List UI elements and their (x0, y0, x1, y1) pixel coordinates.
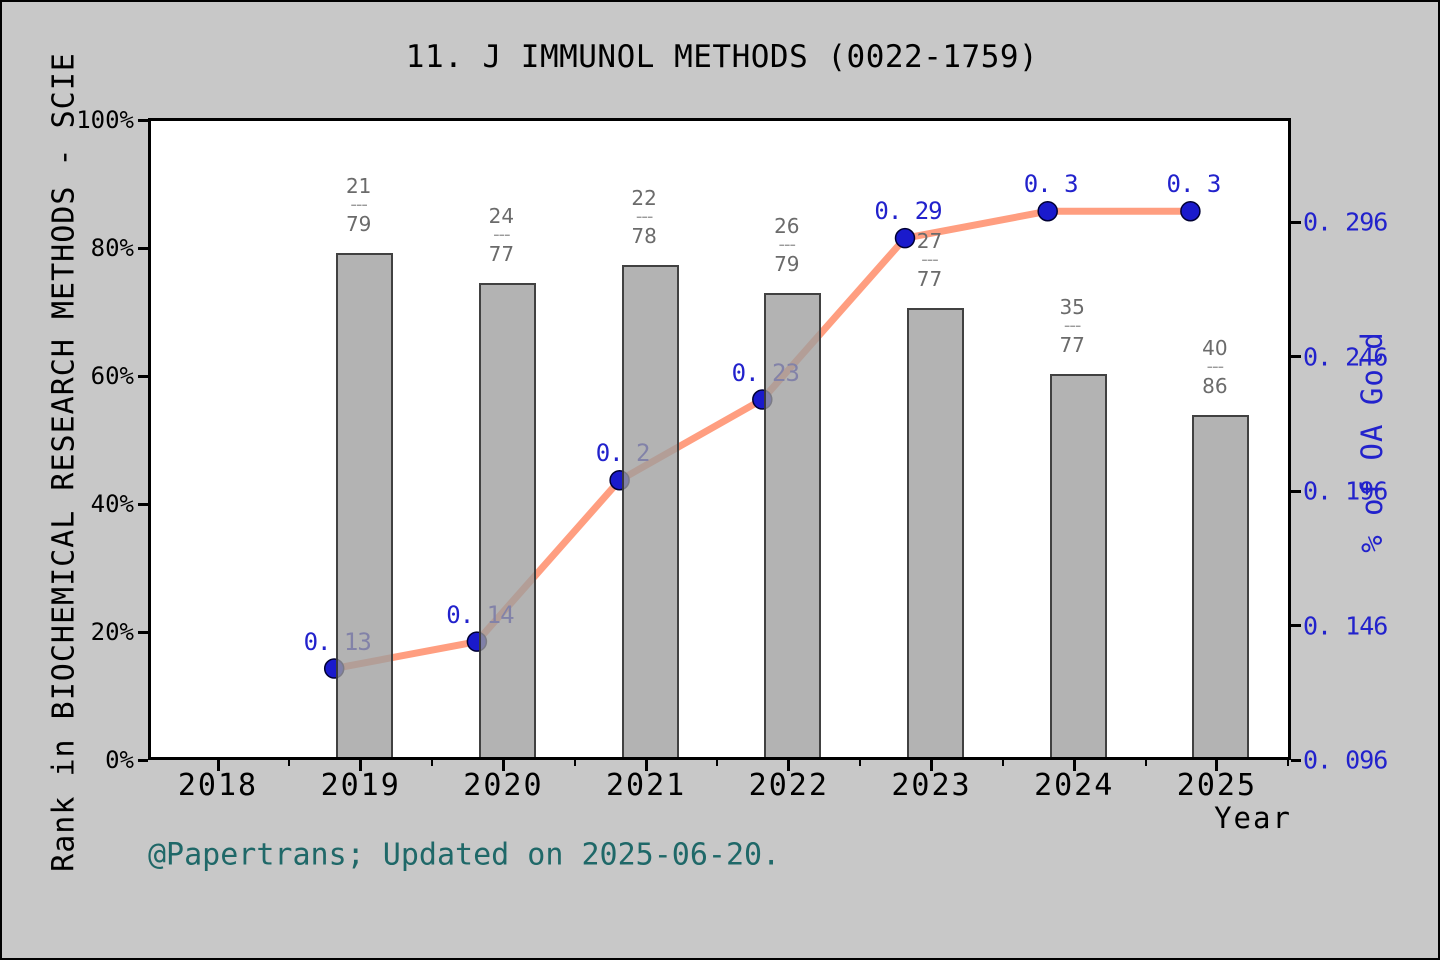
x-axis-major-tick (930, 760, 933, 771)
x-axis-major-tick (1215, 760, 1219, 771)
rank-fraction-label: 26 --- 79 (774, 215, 799, 275)
left-axis-tick (138, 630, 148, 634)
rank-bar-2025 (1192, 415, 1250, 760)
left-axis-tick (138, 758, 148, 762)
rank-fraction-label: 40 --- 86 (1202, 337, 1227, 397)
rank-numerator: 22 (631, 185, 657, 210)
left-axis-tick (138, 502, 148, 506)
x-axis-major-tick (787, 760, 791, 771)
x-axis-minor-tick (716, 760, 719, 766)
x-axis-major-tick (216, 760, 220, 771)
oa-gold-point-label: 0. 29 (874, 197, 942, 226)
right-axis-tick (1291, 220, 1301, 224)
right-axis-tick (1291, 624, 1301, 627)
fraction-divider: --- (635, 205, 654, 227)
rank-denominator: 77 (1059, 333, 1085, 358)
rank-fraction-label: 35 --- 77 (1059, 296, 1084, 356)
rank-bar-2023 (907, 307, 964, 760)
chart-title: 11. J IMMUNOL METHODS (0022-1759) (405, 39, 1039, 75)
x-axis-tick-label: 2023 (891, 768, 972, 803)
attribution-footer: @Papertrans; Updated on 2025-06-20. (148, 837, 781, 873)
plot-area (150, 120, 1291, 760)
rank-denominator: 79 (345, 212, 372, 237)
right-axis-tick (1291, 758, 1301, 762)
left-axis-tick (138, 246, 148, 250)
right-axis-tick-label: 0. 296 (1303, 207, 1388, 237)
x-axis-tick-label: 2020 (463, 768, 544, 803)
oa-gold-point-label: 0. 3 (1023, 170, 1079, 199)
x-axis-major-tick (359, 760, 363, 771)
x-axis-minor-tick (1287, 760, 1290, 766)
rank-denominator: 77 (916, 266, 943, 291)
x-axis-tick-label: 2024 (1034, 768, 1115, 803)
fraction-divider: --- (1206, 356, 1225, 378)
left-axis-tick (138, 118, 148, 122)
x-axis-minor-tick (573, 760, 576, 766)
x-axis-title: Year (1214, 801, 1292, 835)
x-axis-minor-tick (859, 760, 862, 766)
x-axis-minor-tick (431, 760, 434, 766)
right-axis-tick-label: 0. 196 (1303, 476, 1388, 506)
oa-gold-point-label: 0. 3 (1166, 170, 1221, 199)
rank-fraction-label: 22 --- 78 (631, 187, 656, 247)
rank-numerator: 40 (1202, 336, 1228, 361)
left-axis-title: Rank in BIOCHEMICAL RESEARCH METHODS - S… (46, 52, 82, 872)
x-axis-major-tick (644, 760, 648, 771)
rank-denominator: 79 (774, 252, 800, 277)
rank-denominator: 86 (1202, 374, 1228, 399)
left-axis-tick-label: 100% (76, 106, 134, 134)
x-axis-major-tick (1072, 760, 1076, 771)
rank-denominator: 78 (631, 223, 657, 248)
left-axis-tick (138, 374, 148, 378)
fraction-divider: --- (350, 194, 368, 216)
rank-fraction-label: 27 --- 77 (917, 230, 942, 290)
x-axis-minor-tick (1144, 760, 1147, 766)
x-axis-tick-label: 2025 (1176, 768, 1258, 803)
rank-numerator: 21 (345, 174, 372, 199)
right-axis-tick (1291, 489, 1301, 493)
x-axis-tick-label: 2019 (320, 768, 401, 803)
left-axis-tick-label: 40% (90, 490, 134, 518)
rank-bar-2024 (1049, 374, 1107, 760)
right-axis-tick-label: 0. 146 (1303, 611, 1388, 640)
fraction-divider: --- (1063, 315, 1082, 337)
x-axis-tick-label: 2021 (605, 768, 687, 803)
rank-fraction-label: 24 --- 77 (489, 205, 514, 265)
fraction-divider: --- (493, 223, 511, 245)
rank-fraction-label: 21 --- 79 (346, 175, 371, 235)
right-axis-tick-label: 0. 246 (1303, 342, 1388, 371)
x-axis-tick-label: 2018 (177, 768, 259, 803)
left-axis-tick-label: 0% (105, 746, 134, 774)
rank-bar-2020 (478, 282, 536, 760)
rank-bar-2019 (336, 253, 394, 760)
rank-bar-2022 (764, 293, 822, 760)
fraction-divider: --- (778, 234, 797, 256)
fraction-divider: --- (921, 248, 939, 270)
left-axis-tick-label: 60% (90, 362, 134, 390)
x-axis-tick-label: 2022 (748, 768, 829, 803)
left-axis-tick-label: 80% (90, 234, 134, 262)
right-axis-tick-label: 0. 096 (1303, 745, 1388, 775)
x-axis-minor-tick (1001, 760, 1004, 766)
left-axis-tick-label: 20% (90, 618, 134, 646)
x-axis-major-tick (501, 760, 505, 771)
rank-denominator: 77 (488, 241, 515, 266)
right-axis-tick (1291, 355, 1301, 358)
x-axis-minor-tick (288, 760, 291, 766)
rank-bar-2021 (621, 264, 679, 760)
